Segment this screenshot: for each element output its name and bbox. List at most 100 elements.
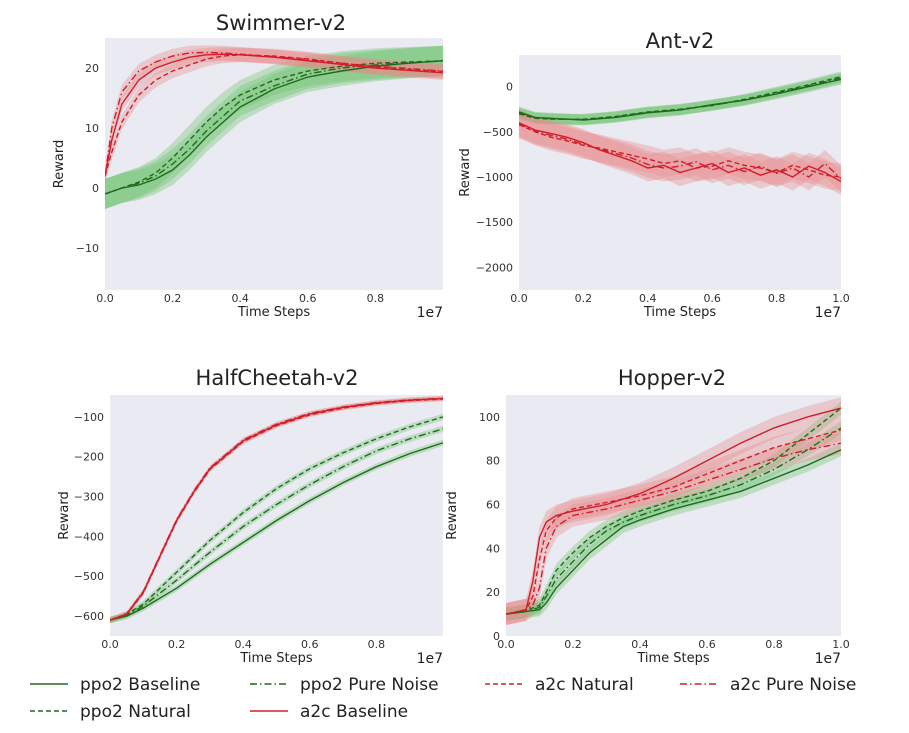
band-ppo2_pure_noise: [506, 421, 841, 621]
y-tick-label: 100: [479, 411, 500, 424]
y-tick-label: −400: [74, 530, 104, 543]
line-a2c_natural: [110, 398, 443, 621]
x-tick-label: 0.0: [510, 292, 528, 305]
legend-item-a2c_baseline: a2c Baseline: [250, 702, 408, 722]
x-tick-label: 1.0: [832, 638, 850, 651]
line-a2c_natural: [105, 54, 443, 177]
x-tick-label: 0.8: [768, 292, 786, 305]
y-tick-label: −600: [74, 610, 104, 623]
band-a2c_baseline: [519, 109, 841, 196]
x-tick-label: 0.0: [497, 638, 515, 651]
line-a2c_baseline: [519, 122, 841, 183]
x-tick-label: 0.2: [168, 638, 186, 651]
line-a2c_baseline: [105, 53, 443, 177]
legend-label: ppo2 Baseline: [80, 675, 200, 695]
x-tick-label: 0.4: [234, 638, 252, 651]
line-a2c_natural: [519, 123, 841, 178]
x-tick-label: 0.6: [703, 292, 721, 305]
y-tick-label: 0: [493, 630, 500, 643]
x-tick-label: 0.8: [765, 638, 783, 651]
chart-title: HalfCheetah-v2: [196, 366, 359, 390]
x-axis-multiplier: 1e7: [417, 305, 443, 321]
y-tick-label: 20: [85, 62, 99, 75]
y-tick-label: −2000: [476, 261, 513, 274]
band-a2c_natural: [506, 419, 841, 625]
x-tick-label: 0.8: [368, 638, 386, 651]
chart-title: Ant-v2: [646, 29, 715, 53]
x-axis-multiplier: 1e7: [815, 651, 841, 667]
line-ppo2_pure_noise: [110, 428, 443, 621]
line-ppo2_baseline: [506, 449, 841, 615]
x-tick-label: 0.4: [631, 638, 649, 651]
x-tick-label: 0.4: [231, 292, 249, 305]
band-ppo2_baseline: [105, 45, 443, 209]
line-a2c_pure_noise: [506, 442, 841, 615]
legend-item-ppo2_pure_noise: ppo2 Pure Noise: [250, 675, 439, 695]
band-a2c_natural: [519, 111, 841, 191]
x-tick-label: 0.0: [101, 638, 119, 651]
x-tick-label: 0.2: [564, 638, 582, 651]
x-tick-label: 0.6: [301, 638, 319, 651]
x-axis-multiplier: 1e7: [815, 305, 841, 321]
legend-item-a2c_pure_noise: a2c Pure Noise: [680, 675, 856, 695]
y-tick-label: 60: [486, 499, 500, 512]
line-a2c_natural: [506, 429, 841, 615]
chart-panel-2: 0.0 0.2 0.4 0.6 0.8 1.0 −2000 −1500 −1000 −500 0 An…: [458, 29, 850, 321]
y-tick-label: −500: [74, 570, 104, 583]
y-tick-label: −1500: [476, 216, 513, 229]
y-tick-label: −500: [483, 126, 513, 139]
band-ppo2_baseline: [110, 439, 443, 624]
y-tick-label: 0: [92, 182, 99, 195]
x-tick-label: 0.4: [639, 292, 657, 305]
chart-title: Hopper-v2: [618, 366, 726, 390]
y-tick-label: −300: [74, 491, 104, 504]
chart-title: Swimmer-v2: [216, 11, 346, 35]
legend: ppo2 Baseline ppo2 Natural ppo2 Pure Noise…: [30, 675, 856, 722]
y-tick-label: 10: [85, 122, 99, 135]
band-ppo2_natural: [110, 413, 443, 624]
band-a2c_pure_noise: [506, 432, 841, 625]
line-ppo2_pure_noise: [519, 77, 841, 121]
band-ppo2_baseline: [519, 74, 841, 126]
legend-item-ppo2_natural: ppo2 Natural: [30, 702, 191, 722]
x-axis-multiplier: 1e7: [417, 651, 443, 667]
chart-panel-3: 0.0 0.2 0.4 0.6 0.8 −600 −500 −400 −300 −200 −100 H…: [57, 366, 443, 667]
x-tick-label: 0.2: [164, 292, 182, 305]
y-tick-label: 80: [486, 455, 500, 468]
band-ppo2_pure_noise: [110, 425, 443, 624]
line-ppo2_baseline: [110, 442, 443, 621]
x-tick-label: 0.2: [575, 292, 593, 305]
y-tick-label: 0: [506, 81, 513, 94]
legend-label: ppo2 Pure Noise: [300, 675, 439, 695]
x-tick-label: 1.0: [832, 292, 850, 305]
x-axis-label: Time Steps: [237, 305, 311, 320]
line-a2c_pure_noise: [110, 397, 443, 621]
x-axis-label: Time Steps: [643, 305, 717, 320]
y-tick-label: 20: [486, 586, 500, 599]
y-axis-label: Reward: [458, 148, 473, 196]
line-ppo2_baseline: [105, 60, 443, 195]
x-axis-label: Time Steps: [636, 651, 710, 666]
line-ppo2_natural: [105, 60, 443, 195]
legend-item-a2c_natural: a2c Natural: [485, 675, 634, 695]
line-a2c_baseline: [506, 407, 841, 615]
x-axis-label: Time Steps: [239, 651, 313, 666]
x-tick-label: 0.0: [96, 292, 114, 305]
axes-background: [105, 38, 443, 290]
band-a2c_pure_noise: [519, 110, 841, 193]
legend-label: a2c Baseline: [300, 702, 408, 722]
y-tick-label: −1000: [476, 171, 513, 184]
y-tick-label: −10: [76, 242, 99, 255]
line-a2c_pure_noise: [105, 51, 443, 177]
legend-label: ppo2 Natural: [80, 702, 191, 722]
legend-item-ppo2_baseline: ppo2 Baseline: [30, 675, 200, 695]
band-ppo2_baseline: [506, 443, 841, 621]
y-tick-label: −200: [74, 451, 104, 464]
legend-label: a2c Pure Noise: [730, 675, 856, 695]
y-axis-label: Reward: [57, 491, 72, 539]
x-tick-label: 0.6: [299, 292, 317, 305]
x-tick-label: 0.6: [698, 638, 716, 651]
line-ppo2_natural: [506, 407, 841, 615]
chart-panel-1: 0.0 0.2 0.4 0.6 0.8 −10 0 10 20 Swimmer-v2 Time St…: [52, 11, 443, 321]
